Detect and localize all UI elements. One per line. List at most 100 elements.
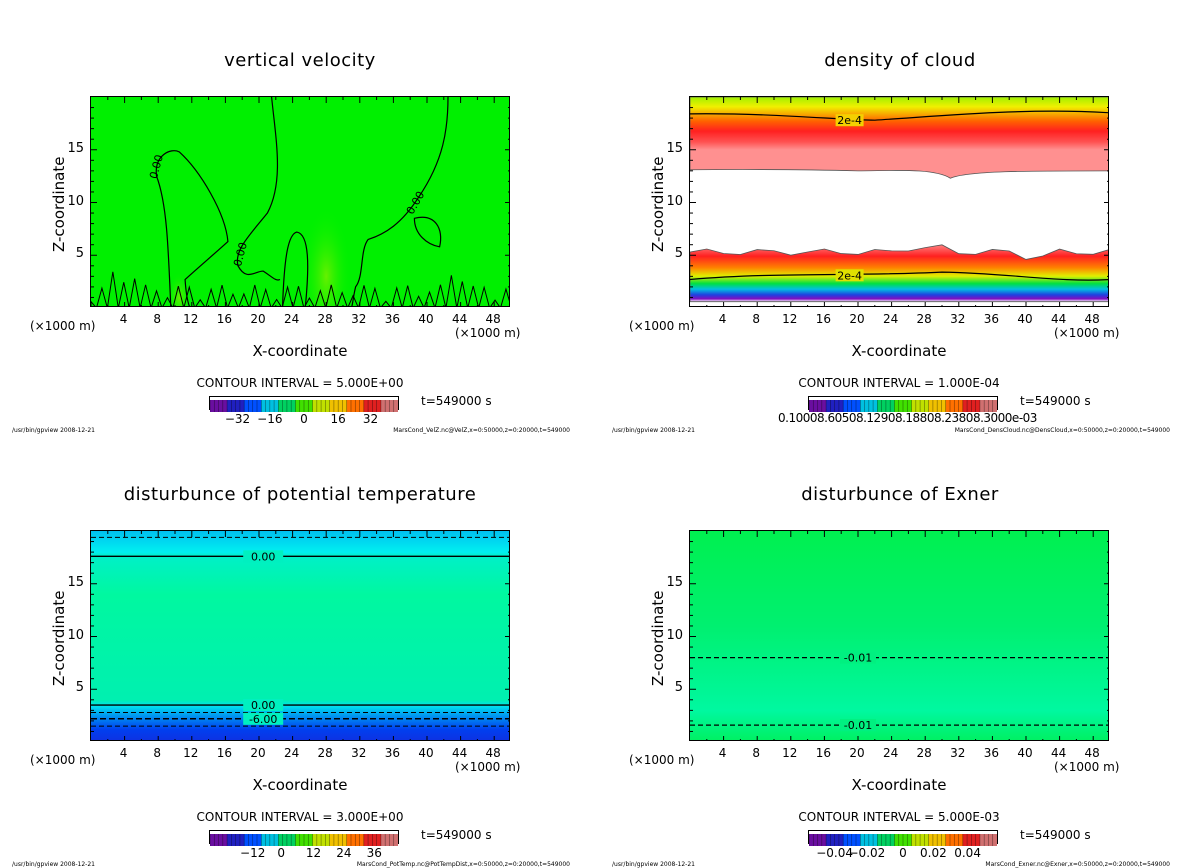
x-tick-label: 32: [351, 746, 367, 760]
colorbar-swatch: [235, 400, 241, 412]
colorbar-swatch: [877, 400, 882, 412]
colorbar-swatch: [809, 400, 814, 412]
colorbar-swatch: [239, 834, 245, 846]
colorbar-swatch: [924, 834, 929, 846]
colorbar-swatch: [333, 400, 339, 412]
colorbar-swatches: [808, 834, 998, 846]
colorbar-swatch: [261, 400, 266, 412]
contour-label: 0.00: [251, 550, 276, 563]
colorbar-swatch: [248, 400, 254, 412]
colorbar-tick-label: 0: [300, 412, 308, 426]
y-tick-label: 15: [67, 574, 84, 590]
x-tick-label: 16: [815, 746, 832, 760]
colorbar-swatch: [257, 834, 262, 846]
contour-label-bg: [243, 699, 284, 712]
colorbar-swatch: [979, 400, 985, 412]
colorbar-swatch: [813, 400, 818, 412]
colorbar-swatch: [868, 400, 874, 412]
plot-area: 2e-4 2e-4: [689, 96, 1109, 307]
x-axis-label: X-coordinate: [252, 342, 348, 360]
contour-line-surface: [91, 271, 509, 306]
x-axis-label: X-coordinate: [252, 776, 348, 794]
colorbar-swatch: [346, 834, 352, 846]
heatmap-fill: [91, 531, 509, 740]
colorbar-swatch: [937, 834, 942, 846]
colorbar-swatch: [941, 834, 947, 846]
x-tick-label: 36: [983, 746, 1000, 760]
x-tick-label: 16: [216, 746, 233, 760]
colorbar-swatch: [252, 400, 258, 412]
colorbar-tick-label: −0.04: [816, 846, 853, 860]
colorbar-swatch: [834, 400, 840, 412]
x-axis-label: X-coordinate: [851, 776, 947, 794]
colorbar-swatch: [958, 400, 964, 412]
x-tick-label: 28: [317, 746, 333, 760]
contour-line: [413, 216, 442, 248]
x-tick-label: 24: [882, 312, 899, 326]
colorbar-swatch: [864, 400, 870, 412]
colorbar-swatch: [380, 400, 386, 412]
colorbar-swatch: [885, 834, 891, 846]
contour-label-bg: [835, 114, 864, 127]
colorbar-swatch: [312, 834, 318, 846]
colorbar-swatch: [838, 400, 844, 412]
colorbar-tick-label: 36: [366, 846, 382, 860]
colorbar-swatch: [860, 400, 865, 412]
colorbar-swatch: [907, 834, 912, 846]
contour-label-bg: [840, 651, 876, 664]
colorbar-swatch: [269, 834, 275, 846]
colorbar-swatch: [924, 400, 929, 412]
x-unit-right: (×1000 m): [1054, 326, 1120, 340]
colorbar-swatch: [962, 400, 968, 412]
y-tick-label: 15: [67, 140, 84, 156]
y-tick-label: 10: [666, 627, 683, 643]
x-unit-left: (×1000 m): [629, 319, 695, 333]
y-axis-label: Z-coordinate: [50, 156, 68, 252]
time-label: t=549000 s: [421, 828, 492, 842]
colorbar-swatch: [868, 834, 874, 846]
colorbar-swatch: [269, 400, 275, 412]
x-tick-label: 20: [849, 746, 865, 760]
colorbar-swatch: [890, 834, 895, 846]
colorbar-swatch: [304, 400, 309, 412]
colorbar-swatch: [325, 834, 330, 846]
colorbar: [808, 830, 998, 846]
colorbar-swatch: [843, 400, 848, 412]
plot-area: 0.00 0.00 -6.00: [90, 530, 510, 741]
colorbar-tick-label: 0: [277, 846, 286, 860]
contour-interval: CONTOUR INTERVAL = 5.000E+00: [196, 376, 404, 390]
chart-title: vertical velocity: [224, 50, 376, 71]
colorbar-swatch: [911, 400, 917, 412]
x-tick-label: 28: [916, 312, 932, 326]
colorbar-tick-label: −32: [224, 412, 251, 426]
colorbar-swatch: [809, 834, 814, 846]
x-tick-label: 8: [153, 746, 161, 760]
colorbar-swatch: [932, 834, 938, 846]
heatmap-fill: [91, 97, 509, 306]
colorbar-swatch: [274, 400, 279, 412]
y-axis-label: Z-coordinate: [649, 156, 667, 252]
x-tick-label: 24: [283, 746, 300, 760]
colorbar-swatch: [967, 834, 972, 846]
y-tick-label: 5: [674, 680, 683, 696]
x-unit-right: (×1000 m): [1054, 760, 1120, 774]
colorbar-swatch: [389, 834, 395, 846]
colorbar-swatch: [333, 834, 339, 846]
panel-exner: disturbunce of Exner -0.01 -0.01 4 8 12 16 20 24…: [600, 434, 1200, 868]
x-tick-label: 20: [849, 312, 865, 326]
contour-label: 2e-4: [837, 269, 862, 282]
colorbar-swatch: [967, 400, 972, 412]
panel-density-of-cloud: density of cloud 2e-4 2e-4 4 8 12 16 20 24 28 32 36…: [600, 0, 1200, 434]
chart-title: disturbunce of potential temperature: [123, 484, 477, 505]
colorbar-swatch: [244, 400, 249, 412]
contour-line: [236, 97, 281, 281]
x-tick-label: 40: [1017, 746, 1033, 760]
y-tick-label: 15: [666, 574, 683, 590]
colorbar-tick-label: 0: [899, 846, 907, 860]
x-tick-label: 20: [250, 746, 266, 760]
colorbar-tick-label: 0.04: [954, 846, 981, 860]
colorbar-swatch: [380, 834, 386, 846]
colorbar-tick-label: 0.02: [920, 846, 947, 860]
colorbar-swatch: [312, 400, 318, 412]
colorbar-swatch: [851, 400, 857, 412]
